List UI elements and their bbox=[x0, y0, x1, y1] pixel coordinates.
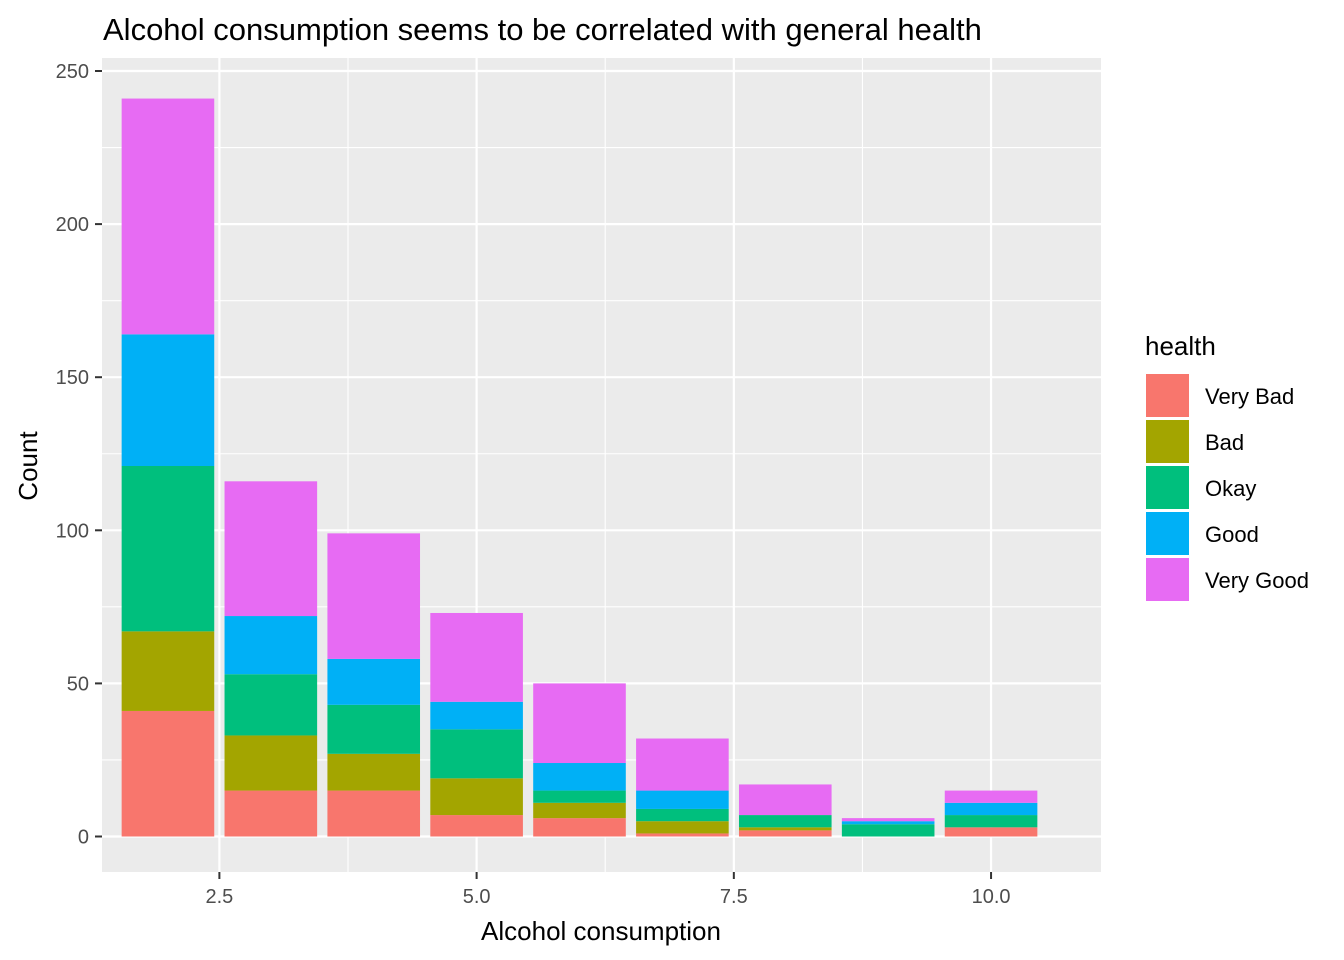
bar-bad-4 bbox=[327, 753, 421, 791]
bar-very-good-7 bbox=[636, 738, 729, 791]
y-tick-label: 250 bbox=[56, 61, 89, 83]
bar-bad-6 bbox=[533, 802, 626, 819]
y-tick-label: 150 bbox=[56, 367, 89, 389]
bar-very-bad-4 bbox=[327, 790, 421, 837]
bar-good-7 bbox=[636, 790, 729, 809]
bar-bad-5 bbox=[430, 778, 523, 816]
legend: health Very Bad Bad Okay Good Very Good bbox=[1145, 331, 1309, 601]
bar-very-good-2 bbox=[121, 98, 215, 335]
y-tick-label: 200 bbox=[56, 214, 89, 236]
bar-very-good-10 bbox=[944, 790, 1038, 803]
bar-good-6 bbox=[533, 763, 626, 791]
legend-label-very-good: Very Good bbox=[1205, 568, 1309, 593]
bar-good-3 bbox=[224, 616, 318, 675]
bar-good-10 bbox=[944, 802, 1038, 816]
legend-swatch-good bbox=[1146, 512, 1189, 555]
bar-okay-3 bbox=[224, 674, 318, 736]
legend-swatch-bad bbox=[1146, 420, 1189, 463]
y-axis: 0 50 100 150 200 250 bbox=[56, 61, 102, 849]
bar-okay-4 bbox=[327, 704, 421, 754]
bar-bad-8 bbox=[738, 827, 832, 831]
x-tick-label: 2.5 bbox=[205, 886, 233, 908]
bar-okay-2 bbox=[121, 465, 215, 632]
x-tick-label: 10.0 bbox=[972, 886, 1011, 908]
bar-very-bad-2 bbox=[121, 710, 215, 837]
bar-bad-3 bbox=[224, 735, 318, 791]
bar-very-bad-7 bbox=[636, 833, 729, 837]
bar-very-bad-6 bbox=[533, 818, 626, 837]
chart-title: Alcohol consumption seems to be correlat… bbox=[103, 12, 982, 47]
bar-okay-7 bbox=[636, 808, 729, 822]
x-tick-label: 7.5 bbox=[720, 886, 748, 908]
bar-very-good-5 bbox=[430, 612, 523, 702]
bars-layer bbox=[121, 98, 1038, 837]
legend-swatch-okay bbox=[1146, 466, 1189, 509]
bar-very-bad-3 bbox=[224, 790, 318, 837]
y-tick-label: 0 bbox=[78, 827, 89, 849]
bar-okay-6 bbox=[533, 790, 626, 803]
y-tick-label: 100 bbox=[56, 520, 89, 542]
x-axis-title: Alcohol consumption bbox=[481, 916, 721, 946]
bar-good-5 bbox=[430, 701, 523, 730]
bar-very-good-8 bbox=[738, 784, 832, 816]
legend-label-good: Good bbox=[1205, 522, 1259, 547]
bar-very-good-6 bbox=[533, 683, 626, 764]
legend-swatch-very-good bbox=[1146, 558, 1189, 601]
x-axis: 2.5 5.0 7.5 10.0 bbox=[205, 872, 1011, 908]
y-tick-label: 50 bbox=[67, 673, 89, 695]
bar-very-good-3 bbox=[224, 481, 318, 617]
bar-okay-8 bbox=[738, 815, 832, 828]
legend-label-bad: Bad bbox=[1205, 430, 1244, 455]
bar-very-bad-8 bbox=[738, 830, 832, 837]
bar-okay-10 bbox=[944, 815, 1038, 828]
y-axis-title: Count bbox=[13, 431, 43, 501]
legend-label-okay: Okay bbox=[1205, 476, 1256, 501]
bar-good-4 bbox=[327, 658, 421, 705]
bar-okay-9 bbox=[841, 824, 935, 837]
bar-very-bad-10 bbox=[944, 827, 1038, 837]
x-tick-label: 5.0 bbox=[463, 886, 491, 908]
bar-good-9 bbox=[841, 821, 935, 825]
bar-very-good-4 bbox=[327, 533, 421, 659]
bar-bad-2 bbox=[121, 631, 215, 711]
bar-good-2 bbox=[121, 334, 215, 466]
bar-okay-5 bbox=[430, 729, 523, 779]
bar-very-bad-5 bbox=[430, 815, 523, 837]
bar-very-good-9 bbox=[841, 818, 935, 822]
legend-title: health bbox=[1145, 331, 1216, 361]
legend-swatch-very-bad bbox=[1146, 374, 1189, 417]
legend-label-very-bad: Very Bad bbox=[1205, 384, 1294, 409]
bar-bad-7 bbox=[636, 821, 729, 834]
